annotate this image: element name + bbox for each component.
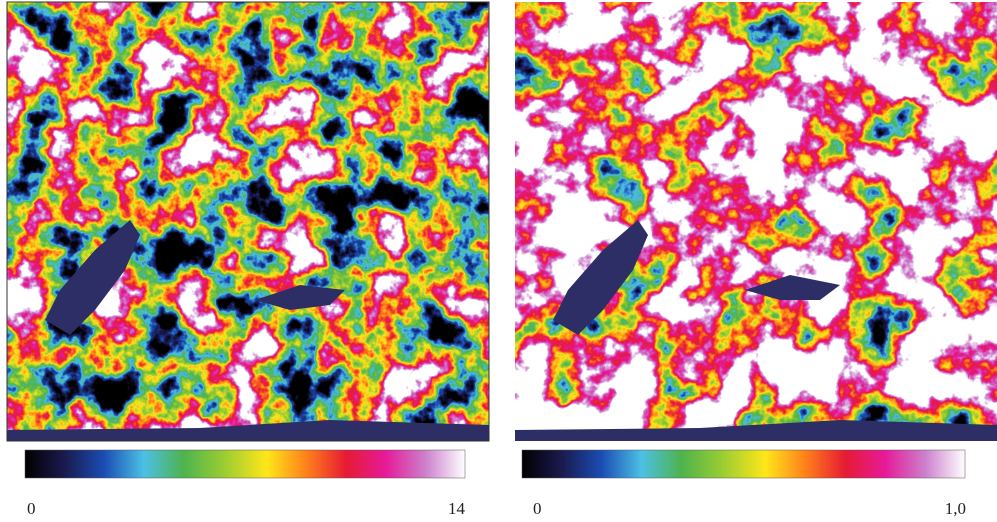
map-left: [7, 2, 489, 441]
colorbar-min-label: 0: [533, 499, 542, 518]
colorbar-max-label: 1,0: [945, 499, 966, 518]
colorbar-max-label: 14: [448, 499, 466, 518]
colorbar-min-label: 0: [27, 499, 36, 518]
colorbar: [522, 450, 965, 478]
colorbar: [25, 450, 465, 478]
map-raster: [515, 2, 997, 441]
map-raster: [7, 2, 489, 441]
map-right: [515, 2, 997, 441]
figure: 0 14 0 1,0: [0, 0, 997, 522]
